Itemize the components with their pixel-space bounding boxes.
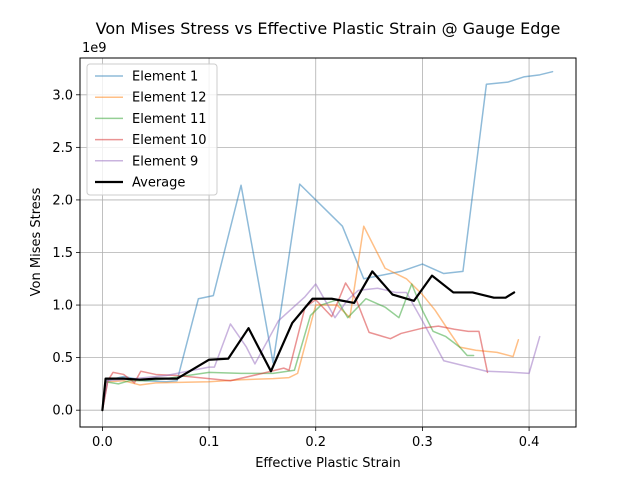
legend: Element 1 Element 12 Element 11 Element 10 E… — [86, 63, 218, 196]
legend-label-element-11: Element 11 — [132, 112, 207, 127]
grid — [80, 58, 576, 427]
y-tick-label: 3.0 — [52, 88, 73, 103]
legend-label-element-1: Element 1 — [132, 70, 198, 85]
y-tick-label: 1.5 — [52, 246, 73, 261]
y-tick-label: 2.0 — [52, 193, 73, 208]
series-layer — [101, 70, 554, 412]
x-tick-label: 0.1 — [199, 435, 220, 450]
y-tick-label: 0.0 — [52, 404, 73, 419]
legend-label-element-12: Element 12 — [132, 91, 207, 106]
x-tick-label: 0.3 — [412, 435, 433, 450]
legend-label-element-9: Element 9 — [132, 154, 198, 169]
legend-label-element-10: Element 10 — [132, 133, 207, 148]
y-tick-label: 2.5 — [52, 141, 73, 156]
series-line-element-1 — [101, 70, 554, 411]
plot-frame — [79, 57, 577, 428]
chart-title: Von Mises Stress vs Effective Plastic St… — [96, 19, 561, 38]
x-tick-label: 0.2 — [305, 435, 326, 450]
x-tick-label: 0.4 — [519, 435, 540, 450]
series-line-average — [101, 270, 516, 412]
ticks: 0.0 0.1 0.2 0.3 0.4 0.0 0.5 1.0 1.5 2.0 2.5 3.0 — [52, 88, 539, 450]
legend-label-average: Average — [132, 176, 185, 191]
y-tick-label: 1.0 — [52, 299, 73, 314]
y-axis-label: Von Mises Stress — [29, 187, 44, 296]
y-offset-label: 1e9 — [82, 41, 107, 56]
x-axis-label: Effective Plastic Strain — [255, 456, 401, 471]
y-tick-label: 0.5 — [52, 351, 73, 366]
x-tick-label: 0.0 — [92, 435, 113, 450]
